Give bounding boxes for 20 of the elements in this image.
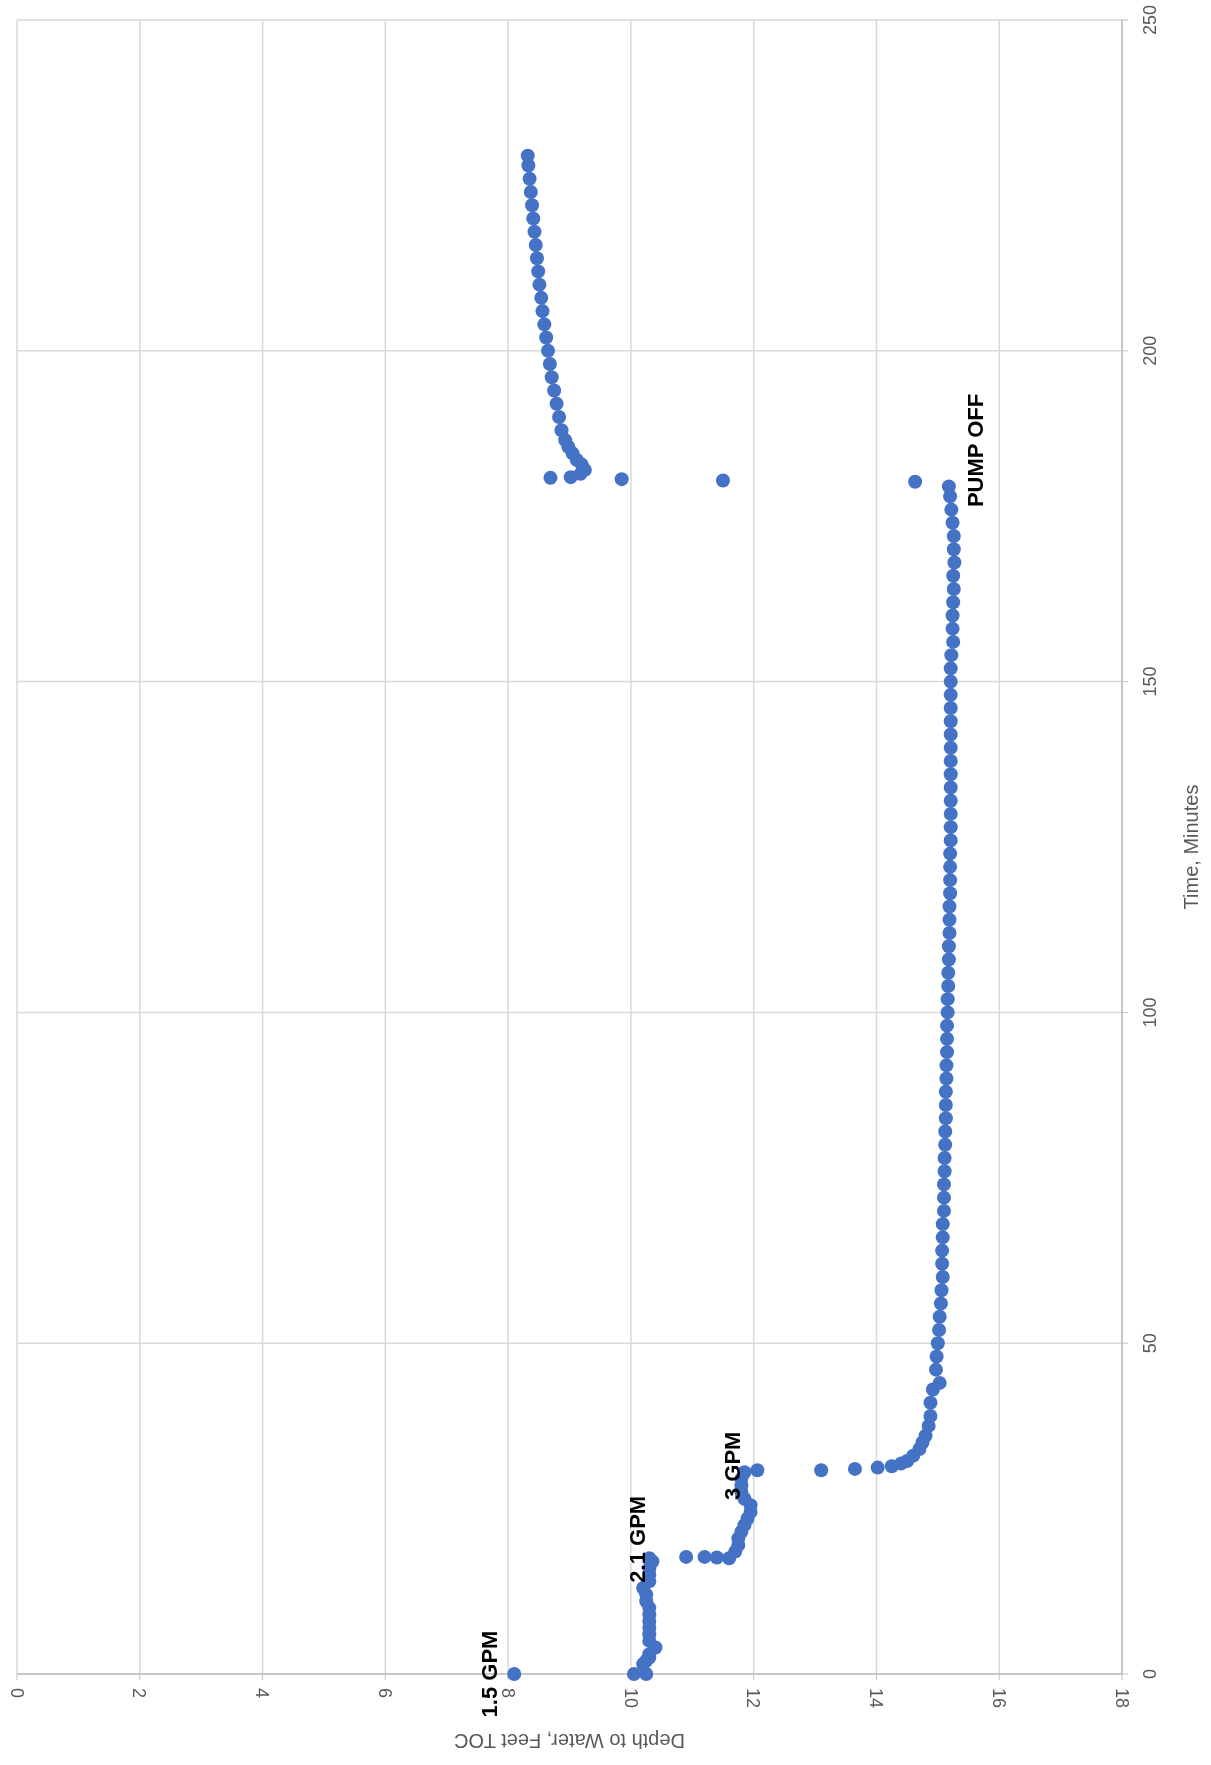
x-tick-label: 2 bbox=[129, 1688, 150, 1699]
x-axis-title: Depth to Water, Feet TOC bbox=[454, 1730, 685, 1752]
x-tick-label: 12 bbox=[743, 1688, 764, 1709]
annotation: PUMP OFF bbox=[962, 393, 988, 508]
x-tick-label: 14 bbox=[866, 1688, 887, 1709]
y-tick-label: 0 bbox=[1140, 1668, 1161, 1680]
x-tick-label: 0 bbox=[6, 1688, 27, 1699]
annotation: 3 GPM bbox=[720, 1431, 746, 1501]
y-tick-label: 250 bbox=[1140, 4, 1161, 36]
y-tick-label: 100 bbox=[1140, 997, 1161, 1028]
y-tick-label: 50 bbox=[1140, 1333, 1161, 1354]
x-tick-label: 18 bbox=[1111, 1688, 1132, 1709]
x-tick-label: 6 bbox=[375, 1688, 396, 1699]
y-tick-label: 150 bbox=[1140, 666, 1161, 697]
y-tick-label: 200 bbox=[1140, 335, 1161, 366]
annotation: 2.1 GPM bbox=[625, 1495, 651, 1583]
x-tick-label: 4 bbox=[252, 1688, 273, 1699]
x-tick-label: 16 bbox=[988, 1688, 1009, 1709]
x-tick-label: 10 bbox=[620, 1688, 641, 1709]
y-axis-title: Time, Minutes bbox=[1180, 784, 1202, 910]
